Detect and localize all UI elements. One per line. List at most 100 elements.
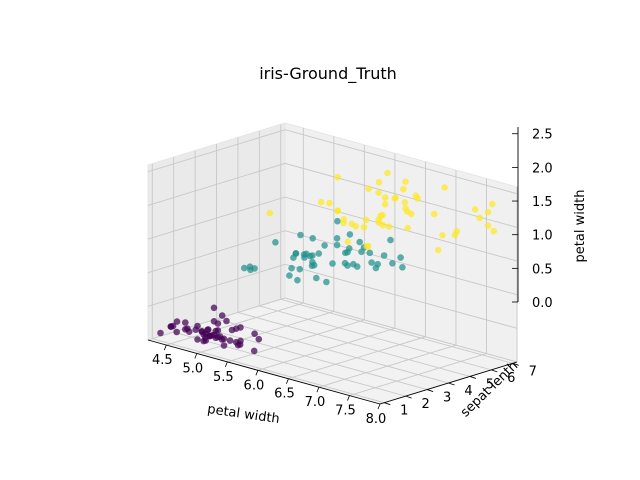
data-point [251,330,258,338]
x-tick-label: 7.5 [335,404,356,419]
data-point [400,185,407,193]
z-grid-line [147,129,518,195]
data-point [226,337,234,344]
data-point [210,318,218,325]
data-point [334,207,342,215]
data-point [362,216,370,224]
data-point [218,312,226,319]
x-tick-mark [316,387,320,393]
z-tick-label: 2.0 [532,161,553,176]
data-point [356,238,364,246]
data-point [397,254,404,261]
data-point [286,272,293,279]
data-point [365,185,372,192]
z-grid-line [147,297,518,363]
data-point [294,276,301,284]
data-point [326,199,333,207]
y-tick-mark [384,402,391,406]
data-point [182,326,189,333]
data-point [234,341,242,349]
data-point [408,210,415,218]
data-point [333,241,341,249]
x-tick-label: 5.0 [182,361,203,376]
x-tick-label: 6.0 [244,378,265,393]
data-point [346,231,354,238]
data-point [210,304,218,312]
data-point [246,263,254,271]
y-tick-label: 2 [422,397,430,412]
data-point [391,195,399,202]
z-grid-line [147,230,518,296]
data-point [309,258,316,266]
data-points [157,169,498,355]
data-point [430,210,438,218]
data-point [214,327,222,334]
tick-labels: 4.5 5.0 5.5 6.0 6.5 7.0 7.5 8.0 1 2 3 4 5 6 7 0.0 0.5 1.0… [152,128,553,427]
data-point [232,325,240,333]
data-point [309,235,317,242]
x-tick-label: 4.5 [152,353,173,368]
data-point [489,200,496,208]
data-point [381,194,389,201]
data-point [389,260,396,267]
data-point [333,235,341,242]
x-axis-line [147,339,381,405]
x-tick-mark [286,378,289,384]
data-point [206,332,213,340]
x-tick-label: 7.0 [305,395,326,410]
data-point [157,329,164,337]
y-tick-mark [426,389,434,392]
data-point [453,227,461,235]
data-point [334,173,342,181]
data-point [321,242,328,249]
data-point [402,178,409,185]
chart-title: iris-Ground_Truth [259,64,397,84]
data-point [344,238,352,246]
data-point [375,189,382,196]
y-tick-mark [405,395,412,399]
data-point [255,335,263,343]
data-point [306,252,314,260]
data-point [484,222,492,229]
data-point [200,337,207,345]
data-point [194,336,201,343]
data-point [490,227,498,235]
z-grid-line [147,196,518,262]
data-point [348,220,356,228]
z-axis-label: petal width [573,190,588,263]
x-tick-mark [347,395,350,401]
y-tick-mark [469,376,477,379]
data-point [350,260,357,268]
x-tick-mark [255,370,259,376]
data-point [334,217,341,225]
y-tick-label: 5 [486,377,494,392]
data-point [272,239,279,246]
data-point [317,198,325,206]
data-point [412,192,420,199]
x-tick-label: 8.0 [366,412,387,427]
data-point [441,184,448,191]
data-point [387,236,394,244]
y-tick-label: 4 [464,384,472,399]
data-point [297,231,304,239]
data-point [375,179,383,186]
data-point [173,318,181,325]
data-point [476,214,484,222]
data-point [471,206,479,213]
data-point [341,259,349,267]
z-tick-label: 0.5 [532,262,553,277]
data-point [288,264,295,272]
data-point [223,317,230,325]
data-point [194,322,201,330]
data-point [379,211,386,219]
data-point [360,224,368,231]
data-point [346,245,353,252]
data-point [216,333,224,340]
data-point [404,224,412,232]
z-grid-line [147,162,518,228]
data-point [329,260,336,267]
y-tick-mark [448,382,455,386]
data-point [484,208,492,216]
data-point [380,252,388,259]
